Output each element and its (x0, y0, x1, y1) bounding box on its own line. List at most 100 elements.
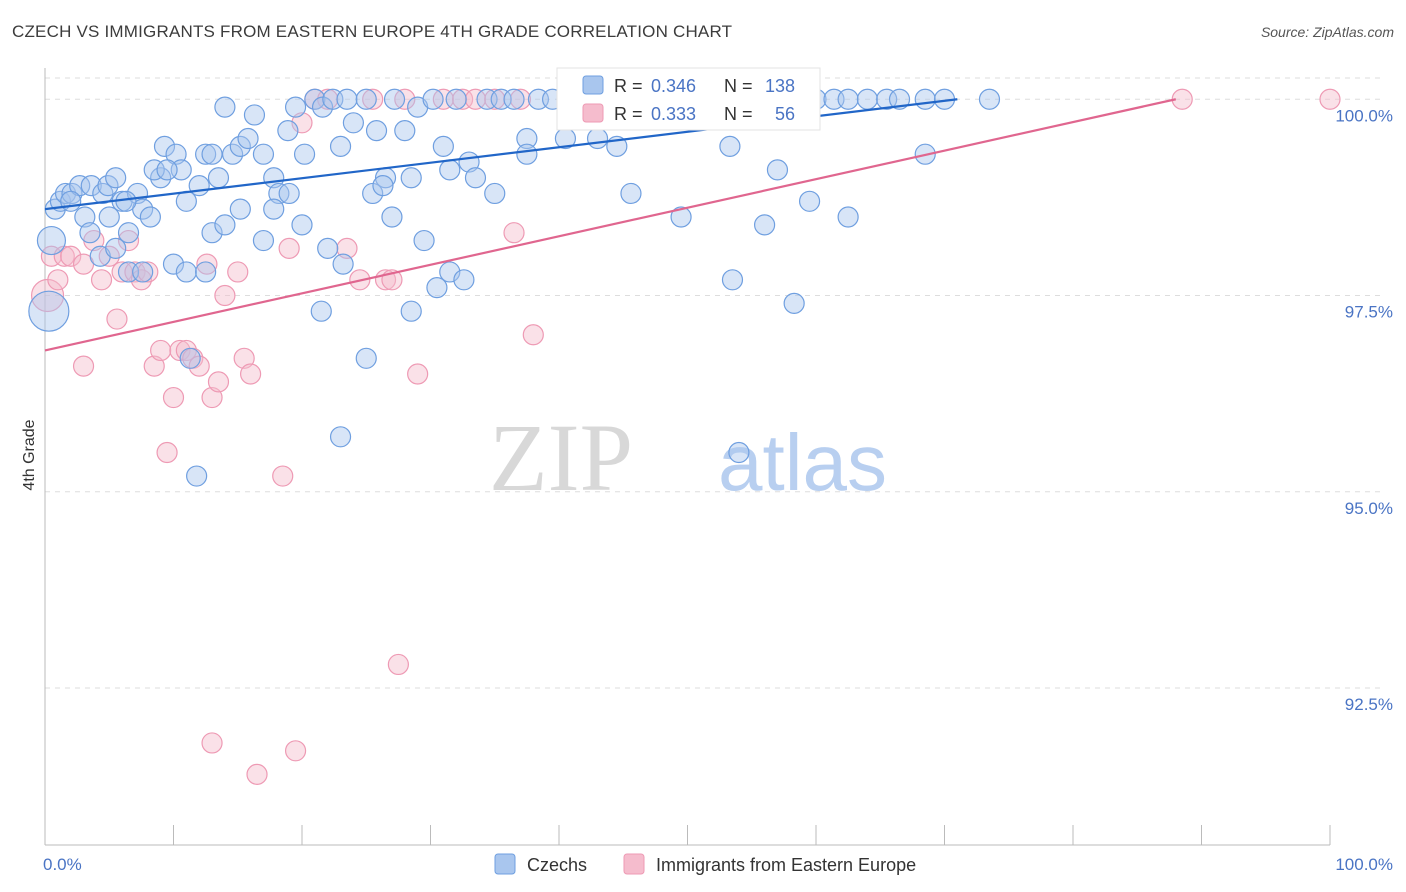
czechs-point (252, 229, 275, 252)
legend: Czechs Immigrants from Eastern Europe (494, 853, 916, 875)
czechs-point (263, 198, 285, 220)
czechs-point (329, 426, 352, 448)
czechs-point (445, 88, 467, 110)
czechs-point (422, 88, 444, 110)
immigrants-point (278, 237, 300, 259)
czechs-point (143, 159, 165, 181)
czechs-point (28, 290, 70, 332)
czechs-point (503, 88, 525, 110)
czechs-point (336, 88, 358, 110)
czechs-point (156, 159, 178, 181)
czechs-point (719, 135, 741, 157)
czechs-point (400, 167, 422, 189)
watermark: ZIP atlas (489, 404, 887, 511)
legend-label-czechs: Czechs (527, 855, 587, 875)
czechs-point (175, 261, 197, 283)
watermark-atlas: atlas (718, 418, 887, 507)
czechs-point (783, 292, 805, 314)
czechs-point (837, 88, 859, 110)
immigrants-point (240, 363, 262, 385)
czechs-point (60, 190, 82, 212)
immigrants-point (464, 88, 487, 110)
czechs-point (139, 206, 161, 228)
czechs-point (484, 182, 506, 205)
stats-n-label-immigrants: N = (724, 104, 753, 124)
immigrants-point (72, 355, 95, 377)
czechs-point (670, 206, 692, 228)
immigrants-point (143, 355, 165, 377)
immigrants-point (1319, 88, 1341, 110)
legend-label-immigrants: Immigrants from Eastern Europe (656, 855, 916, 875)
czechs-point (153, 135, 176, 157)
immigrants-trend-line (44, 98, 1177, 352)
chart-title: CZECH VS IMMIGRANTS FROM EASTERN EUROPE … (12, 22, 733, 41)
x-tick-labels: 0.0% 100.0% (43, 855, 1393, 874)
immigrants-point (509, 88, 532, 110)
czechs-point (195, 143, 217, 165)
czechs-point (36, 225, 67, 256)
czechs-point (105, 237, 127, 259)
czechs-point (165, 143, 187, 165)
y-tick-label: 95.0% (1345, 499, 1393, 518)
czechs-point (516, 143, 538, 165)
legend-swatch-czechs (494, 853, 516, 875)
czechs-point (586, 127, 609, 150)
czechs-point (728, 441, 750, 464)
czechs-point (753, 214, 776, 236)
immigrants-point (272, 465, 294, 487)
czechs-point (413, 229, 435, 252)
stats-r-label-czechs: R = (614, 76, 643, 96)
immigrants-point (137, 261, 159, 283)
immigrants-point (156, 441, 178, 464)
czechs-point (69, 175, 91, 197)
czechs-point (914, 88, 936, 110)
immigrants-point (233, 347, 255, 369)
czechs-point (195, 261, 217, 283)
immigrants-point (60, 245, 82, 267)
stats-swatch-immigrants (582, 103, 604, 123)
y-axis-title: 4th Grade (21, 419, 38, 490)
czechs-point (310, 300, 332, 322)
czechs-point (243, 104, 266, 126)
y-tick-label: 92.5% (1345, 695, 1393, 714)
czechs-point (79, 222, 101, 244)
y-tick-label: 97.5% (1345, 303, 1393, 322)
immigrants-point (162, 386, 185, 409)
x-tick-label-max: 100.0% (1335, 855, 1393, 874)
czechs-point (214, 214, 236, 236)
czechs-point (365, 120, 388, 142)
czechs-point (516, 127, 538, 150)
czechs-point (439, 159, 461, 181)
czechs-point (229, 198, 251, 220)
czechs-point (342, 112, 364, 134)
czechs-point (888, 88, 911, 110)
czechs-point (372, 175, 394, 197)
stats-r-label-immigrants: R = (614, 104, 643, 124)
czechs-point (432, 135, 454, 157)
czechs-point (61, 182, 83, 205)
stats-r-value-immigrants: 0.333 (651, 104, 696, 124)
czechs-point (80, 175, 102, 197)
immigrants-point (201, 386, 223, 409)
czechs-point (284, 96, 307, 118)
y-tick-label: 100.0% (1335, 106, 1393, 125)
immigrants-point (117, 229, 140, 252)
immigrants-point (246, 763, 268, 785)
stats-swatch-czechs (582, 75, 604, 95)
stats-n-label-czechs: N = (724, 76, 753, 96)
immigrants-point (106, 308, 128, 330)
immigrants-point (503, 222, 525, 244)
axes (44, 68, 1331, 846)
watermark-zip: ZIP (489, 404, 633, 511)
legend-swatch-immigrants (623, 853, 645, 875)
czechs-point (188, 175, 210, 197)
czechs-point (332, 253, 354, 275)
immigrants-point (227, 261, 249, 283)
czechs-point (105, 167, 127, 189)
czechs-point (453, 269, 475, 291)
immigrants-point (484, 88, 506, 110)
immigrants-point (188, 355, 210, 377)
stats-box: R = 0.346 N = 138 R = 0.333 N = 56 (556, 67, 821, 131)
czechs-point (293, 143, 316, 165)
czechs-point (798, 190, 821, 212)
